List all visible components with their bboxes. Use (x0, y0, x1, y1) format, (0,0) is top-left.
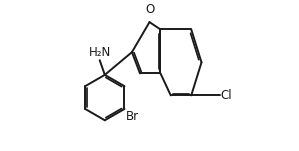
Text: Br: Br (126, 110, 139, 123)
Text: Cl: Cl (221, 89, 232, 102)
Text: H₂N: H₂N (89, 46, 111, 59)
Text: O: O (145, 3, 154, 16)
